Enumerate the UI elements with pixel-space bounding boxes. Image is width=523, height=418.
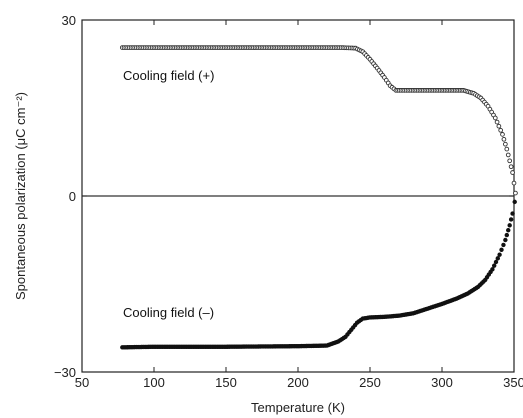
y-tick-label: 30	[62, 13, 76, 28]
data-point	[490, 267, 495, 272]
annotation-cooling-field-negative: Cooling field (–)	[123, 305, 214, 320]
data-point	[506, 228, 511, 233]
data-point	[512, 199, 517, 205]
y-axis-title: Spontaneous polarization (μC cm⁻²)	[13, 92, 28, 300]
data-point	[504, 232, 509, 238]
data-point	[493, 259, 499, 265]
data-point	[499, 247, 504, 252]
data-point	[501, 136, 507, 142]
x-tick-label: 100	[143, 375, 165, 390]
data-point	[503, 141, 508, 147]
data-point	[513, 190, 518, 196]
x-axis-title: Temperature (K)	[251, 400, 345, 415]
x-tick-label: 150	[215, 375, 237, 390]
data-point	[508, 217, 514, 222]
data-point	[496, 123, 502, 129]
data-point	[494, 119, 500, 125]
data-point	[507, 223, 512, 228]
data-point	[510, 211, 515, 216]
data-point	[511, 180, 517, 186]
data-point	[492, 115, 498, 121]
data-point	[495, 256, 500, 261]
x-tick-label: 250	[359, 375, 381, 390]
data-point	[497, 252, 502, 257]
data-point	[507, 158, 513, 164]
y-tick-label: −30	[54, 365, 76, 380]
annotation-cooling-field-positive: Cooling field (+)	[123, 68, 214, 83]
y-tick-label: 0	[69, 189, 76, 204]
data-point	[492, 263, 497, 268]
x-tick-label: 300	[431, 375, 453, 390]
data-point	[501, 242, 506, 248]
x-tick-label: 200	[287, 375, 309, 390]
data-point	[503, 237, 508, 243]
x-tick-label: 50	[75, 375, 89, 390]
x-tick-label: 350	[503, 375, 523, 390]
data-point	[500, 132, 505, 137]
y-axis-ticks: 30 0 −30	[54, 13, 514, 380]
data-point	[508, 164, 514, 170]
x-axis-ticks: 50 100 150 200 250 300 350	[75, 20, 523, 390]
data-point	[504, 146, 510, 152]
data-point	[505, 152, 511, 158]
series-positive	[119, 45, 518, 196]
data-point	[510, 170, 515, 175]
data-point	[498, 127, 504, 133]
data-series	[119, 45, 518, 350]
series-negative	[120, 199, 517, 350]
